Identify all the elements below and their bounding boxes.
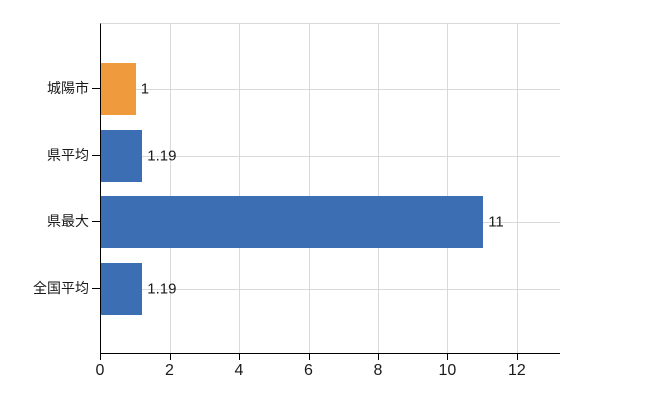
- y-axis-tick: [92, 221, 100, 223]
- plot-area: 1 1.19 11 1.19: [100, 23, 560, 354]
- v-gridline: [447, 24, 449, 353]
- x-axis-tick: [100, 354, 101, 360]
- x-tick-label: 2: [165, 362, 174, 379]
- v-gridline: [308, 24, 310, 353]
- y-axis-tick: [92, 288, 100, 290]
- value-label: 1: [140, 80, 150, 98]
- y-axis-tick: [92, 87, 100, 89]
- x-tick-label: 0: [95, 362, 105, 379]
- bar: [101, 129, 143, 182]
- category-label: 城陽市: [47, 79, 89, 96]
- x-axis-tick: [239, 354, 240, 360]
- v-gridline: [516, 24, 518, 353]
- v-gridline: [239, 24, 240, 353]
- v-gridline: [169, 24, 171, 353]
- x-tick-label: 12: [507, 362, 526, 379]
- h-gridline: [101, 289, 560, 291]
- v-gridline: [377, 24, 379, 353]
- y-axis-tick: [92, 154, 100, 156]
- x-tick-label: 8: [373, 362, 383, 379]
- category-label: 全国平均: [33, 280, 89, 297]
- x-axis-tick: [169, 354, 171, 360]
- x-axis-tick: [377, 354, 379, 360]
- value-label: 1.19: [147, 280, 177, 298]
- x-tick-label: 10: [438, 362, 457, 379]
- x-tick-label: 6: [304, 362, 313, 379]
- bar: [101, 263, 143, 316]
- h-gridline: [101, 155, 560, 157]
- value-label: 1.19: [147, 147, 177, 165]
- category-label: 県平均: [47, 146, 89, 163]
- x-tick-label: 4: [234, 362, 244, 379]
- x-axis-tick: [308, 354, 310, 360]
- category-label: 県最大: [47, 213, 89, 230]
- bar: [101, 196, 484, 249]
- x-axis-tick: [447, 354, 449, 360]
- value-label: 11: [488, 213, 504, 231]
- x-axis-tick: [516, 354, 518, 360]
- h-gridline: [101, 88, 560, 90]
- bar: [101, 62, 136, 115]
